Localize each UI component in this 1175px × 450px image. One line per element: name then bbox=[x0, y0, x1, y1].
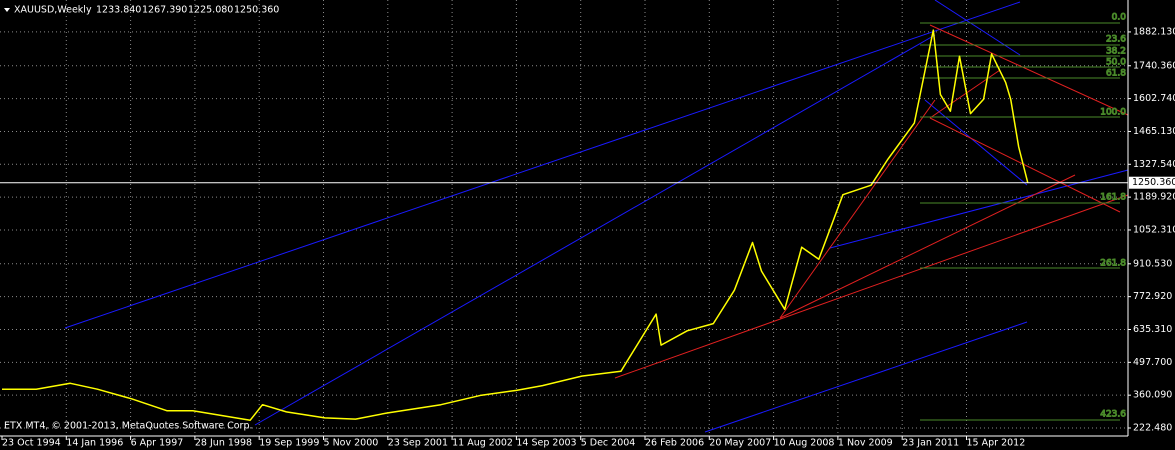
plot bbox=[0, 29, 1128, 421]
trend-line bbox=[779, 174, 1076, 319]
y-tick-label: 635.310 bbox=[1133, 324, 1172, 335]
fibo-label: 423.6 bbox=[1100, 410, 1126, 420]
y-tick-label: 1465.130 bbox=[1133, 126, 1175, 137]
fibo-label: 0.0 bbox=[1112, 13, 1127, 23]
last-price-label: 1250.360 bbox=[1132, 177, 1175, 188]
x-tick-label: 10 Aug 2008 bbox=[774, 438, 835, 449]
fibo-label: 61.8 bbox=[1106, 69, 1126, 79]
channel-line bbox=[704, 321, 1028, 433]
grid bbox=[0, 0, 1128, 436]
y-tick-label: 772.920 bbox=[1133, 291, 1172, 302]
y-tick-label: 1327.540 bbox=[1133, 159, 1175, 170]
x-tick-label: 14 Jan 1996 bbox=[66, 438, 123, 449]
y-tick-label: 1602.740 bbox=[1133, 93, 1175, 104]
y-tick-label: 1189.920 bbox=[1133, 192, 1175, 203]
header: XAUUSD,Weekly 1233.840 1267.390 1225.080… bbox=[4, 5, 279, 16]
ohlc-value: 1267.390 bbox=[142, 5, 187, 16]
y-tick-label: 1740.360 bbox=[1133, 60, 1175, 71]
x-tick-label: 28 Jun 1998 bbox=[195, 438, 252, 449]
x-tick-label: 15 Apr 2012 bbox=[967, 438, 1026, 449]
channel-line bbox=[924, 99, 1028, 186]
y-tick-label: 1882.130 bbox=[1133, 26, 1175, 37]
y-tick-label: 910.530 bbox=[1133, 258, 1172, 269]
y-tick-label: 1052.310 bbox=[1133, 224, 1175, 235]
x-tick-label: 1 Nov 2009 bbox=[838, 438, 893, 449]
fibo-label: 38.2 bbox=[1106, 47, 1126, 57]
menu-arrow[interactable] bbox=[4, 8, 10, 12]
channel-line bbox=[934, 0, 1021, 56]
fibo-label: 261.8 bbox=[1100, 259, 1126, 269]
channel-line bbox=[64, 1, 1021, 329]
trend-line bbox=[929, 117, 1121, 213]
x-tick-label: 23 Oct 1994 bbox=[2, 438, 61, 449]
trend-line bbox=[779, 99, 936, 319]
x-tick-label: 26 Feb 2006 bbox=[645, 438, 704, 449]
x-tick-label: 23 Sep 2001 bbox=[388, 438, 448, 449]
fibo-label: 100.0 bbox=[1100, 108, 1126, 118]
ohlc-value: 1225.080 bbox=[188, 5, 233, 16]
fibo-label: 23.6 bbox=[1106, 35, 1126, 45]
fibonacci: 0.0 23.6 38.2 50.0 61.8 100.0 161.8 261.… bbox=[920, 12, 1127, 421]
y-tick-label: 497.700 bbox=[1133, 357, 1172, 368]
watermark: ETX MT4, © 2001-2013, MetaQuotes Softwar… bbox=[4, 421, 253, 432]
x-tick-label: 5 Dec 2004 bbox=[581, 438, 636, 449]
x-tick-label: 20 May 2007 bbox=[709, 438, 771, 449]
last-price-box bbox=[1129, 176, 1175, 189]
x-tick-label: 6 Apr 1997 bbox=[131, 438, 184, 449]
y-tick-label: 360.090 bbox=[1133, 390, 1172, 401]
fibo-label: 161.8 bbox=[1100, 193, 1126, 203]
trend-line bbox=[614, 194, 1129, 379]
trendlines bbox=[64, 0, 1129, 433]
ohlc-value: 1233.840 bbox=[96, 5, 141, 16]
price-line bbox=[2, 29, 1029, 421]
x-tick-label: 23 Jan 2011 bbox=[902, 438, 959, 449]
ohlc-value: 1250.360 bbox=[234, 5, 279, 16]
fibo-label: 50.0 bbox=[1106, 58, 1126, 68]
trend-line bbox=[929, 24, 1129, 116]
y-tick-label: 222.480 bbox=[1133, 423, 1172, 434]
x-tick-label: 19 Sep 1999 bbox=[259, 438, 319, 449]
x-tick-label: 14 Sep 2003 bbox=[516, 438, 576, 449]
x-tick-label: 5 Nov 2000 bbox=[324, 438, 379, 449]
channel-line bbox=[254, 34, 936, 426]
x-tick-label: 11 Aug 2002 bbox=[452, 438, 513, 449]
symbol: XAUUSD,Weekly bbox=[14, 5, 92, 16]
